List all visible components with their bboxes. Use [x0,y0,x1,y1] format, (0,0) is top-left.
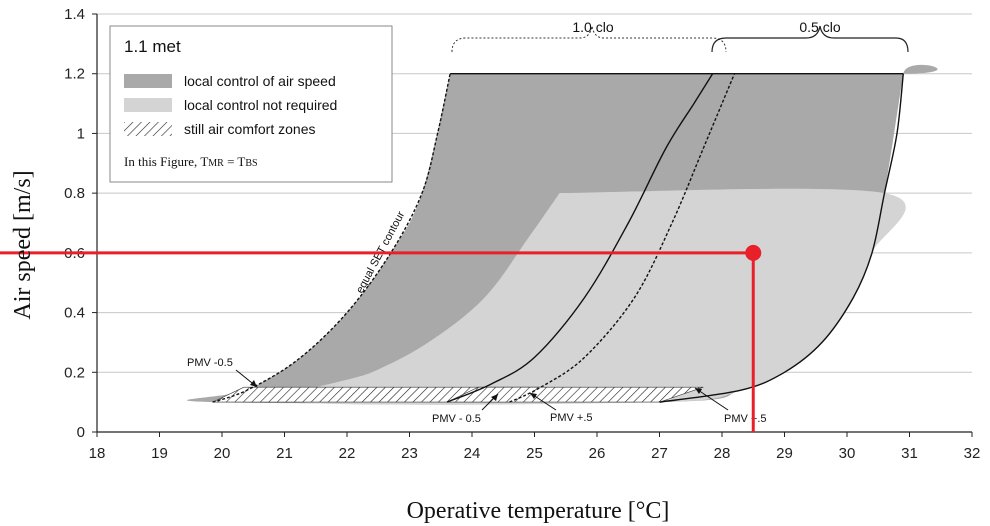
x-tick-label: 32 [964,445,981,462]
x-tick-label: 25 [526,445,543,462]
pmv-bottom-left-arrowhead [491,394,498,401]
axes: 18 19 20 21 22 23 24 25 26 27 28 29 30 31 3200.20.40.6… [64,6,980,462]
y-tick-label: 0 [77,424,85,441]
x-tick-label: 21 [276,445,293,462]
pmv-bottom-right-label: PMV +.5 [724,413,767,425]
legend-label-still-air: still air comfort zones [184,121,315,137]
pmv-bottom-mid-arrowhead [530,393,537,399]
legend-note: In this Figure, TMR = TBS [124,154,258,169]
x-tick-label: 26 [589,445,606,462]
x-tick-label: 28 [714,445,731,462]
pmv-curve [212,73,451,403]
y-tick-label: 0.2 [64,364,85,381]
pmv-curve [659,73,904,403]
x-tick-label: 31 [901,445,918,462]
x-tick-label: 22 [339,445,356,462]
x-tick-label: 23 [401,445,418,462]
legend-swatch-local-control [124,74,172,88]
pmv-curve [509,73,736,403]
legend-swatch-still-air [124,122,172,136]
pmv-curves [212,73,904,403]
region-still-air-zone [446,386,704,403]
clo-1-bracket [451,25,727,53]
y-tick-label: 0.4 [64,305,85,322]
x-axis-title: Operative temperature [°C] [407,498,670,524]
pmv-bottom-mid-label: PMV +.5 [550,412,593,424]
pmv-left-label: PMV -0.5 [187,357,233,369]
y-tick-label: 1.2 [64,66,85,83]
x-tick-label: 19 [151,445,168,462]
x-tick-label: 24 [464,445,481,462]
region-local-control-not-required [284,188,906,405]
clo-1-label: 1.0 clo [572,19,613,35]
pmv-bottom-right-arrowhead [695,388,702,394]
pmv-left-arrowhead [250,380,257,387]
x-tick-label: 30 [839,445,856,462]
legend-label-not-required: local control not required [184,97,337,113]
legend-swatch-not-required [124,98,172,112]
y-tick-label: 0.8 [64,185,85,202]
selected-point-marker [0,244,762,432]
x-tick-label: 27 [651,445,668,462]
y-tick-label: 1.4 [64,6,85,23]
x-tick-label: 18 [89,445,106,462]
y-tick-label: 1 [77,125,85,142]
legend-title: 1.1 met [124,37,181,56]
clo-brackets: 1.0 clo 0.5 clo [451,19,909,53]
clo-05-label: 0.5 clo [799,19,840,35]
x-tick-label: 20 [214,445,231,462]
clo-05-bracket [711,25,909,53]
pmv-bottom-right-arrow [694,387,729,411]
pmv-bottom-left-label: PMV - 0.5 [432,413,481,425]
pmv-curve [446,73,714,403]
y-axis-title: Air speed [m/s] [10,170,36,319]
legend: 1.1 met local control of air speed local… [109,25,393,183]
highlight-point [745,244,762,261]
x-tick-label: 29 [776,445,793,462]
legend-label-local-control: local control of air speed [184,73,336,89]
